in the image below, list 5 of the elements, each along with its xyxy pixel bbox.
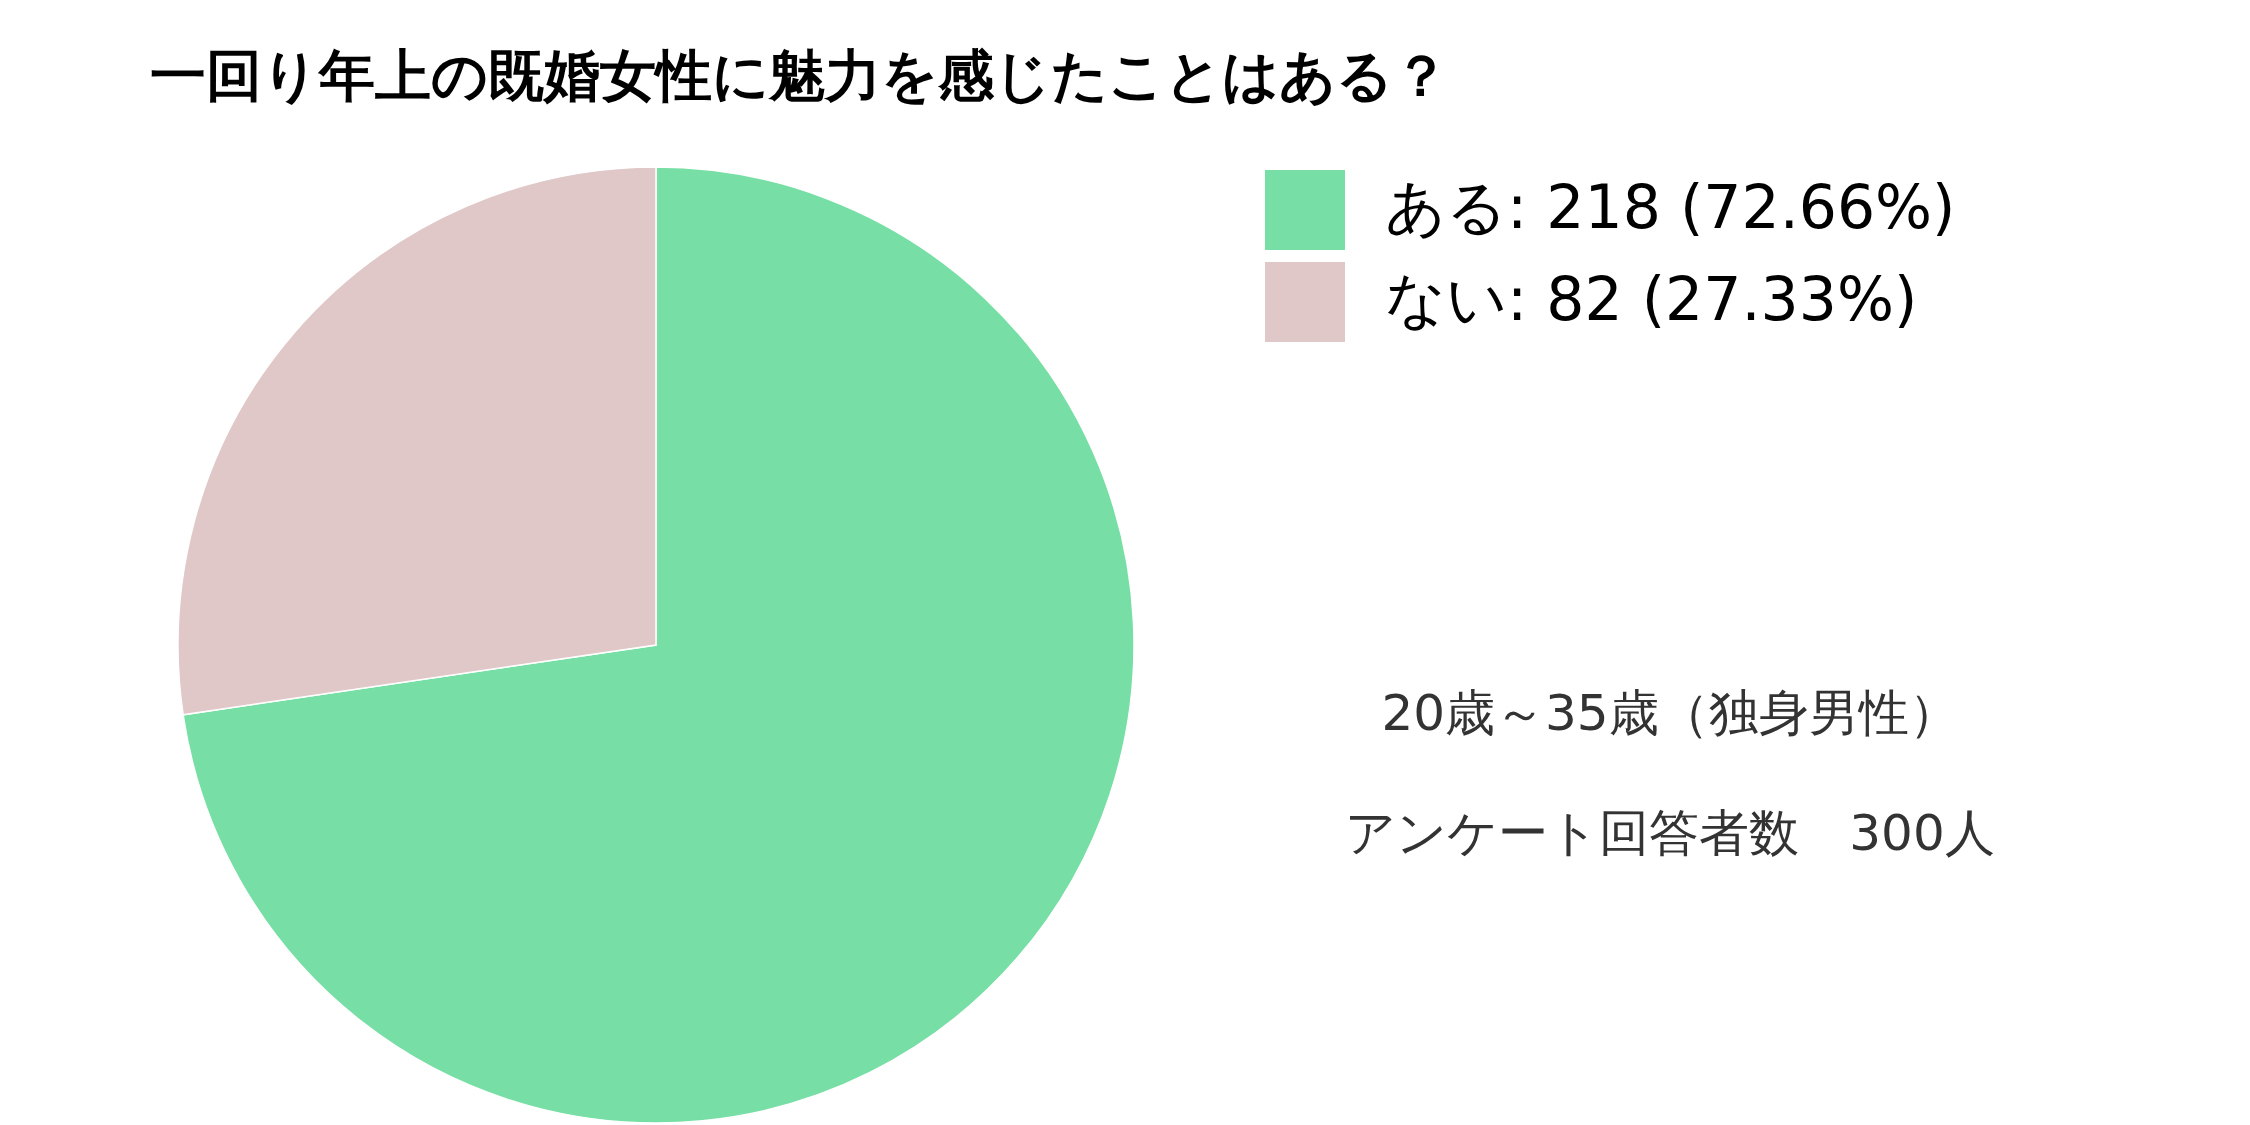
- legend-label: ない: 82 (27.33%): [1385, 264, 1918, 334]
- chart-title: 一回り年上の既婚女性に魅力を感じたことはある？: [150, 43, 1449, 108]
- text: 20歳～35歳（独身男性）: [1381, 684, 1959, 742]
- legend-label: ある: 218 (72.66%): [1385, 172, 1956, 242]
- text: アンケート回答者数 300人: [1345, 804, 1995, 862]
